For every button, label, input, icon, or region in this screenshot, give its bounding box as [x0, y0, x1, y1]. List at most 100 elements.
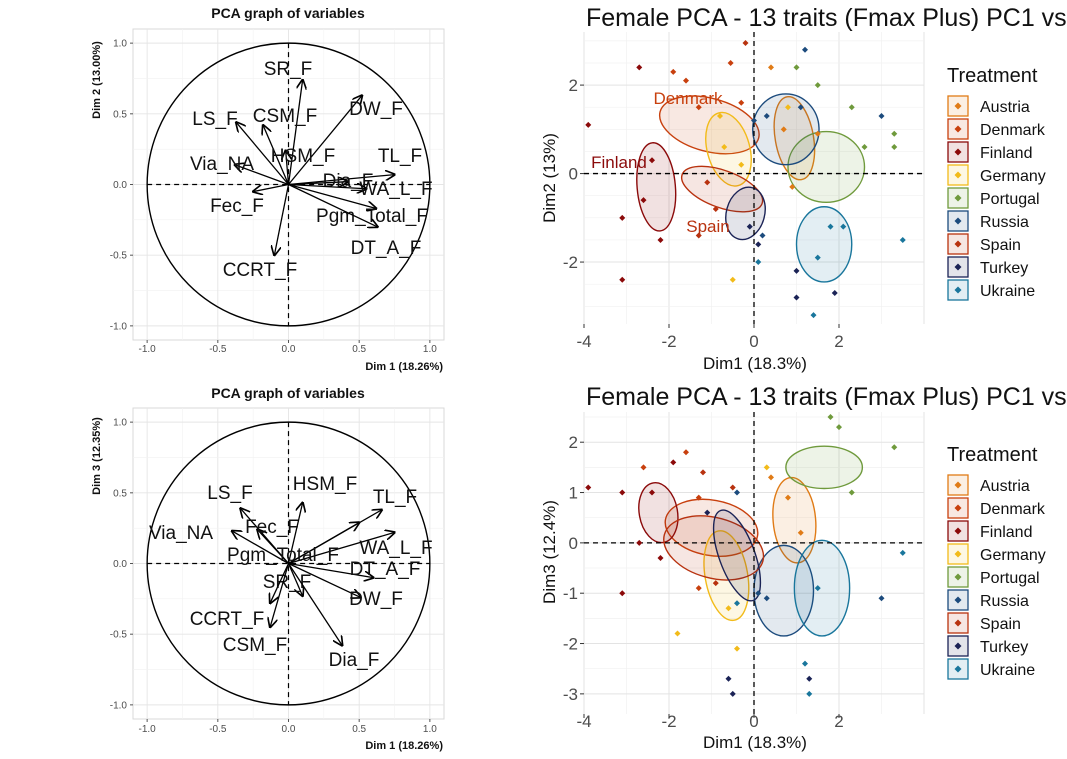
data-point-germany: [729, 276, 736, 283]
x-tick-label: -1.0: [139, 344, 157, 355]
data-point-finland: [649, 489, 655, 496]
y-tick-label: -1: [563, 584, 578, 603]
legend-marker-portugal: [954, 573, 962, 581]
variable-label-tl_f: TL_F: [373, 487, 417, 508]
variable-label-hsm_f: HSM_F: [271, 146, 335, 167]
data-point-turkey: [806, 675, 813, 682]
y-tick-label: 0.0: [113, 180, 127, 191]
legend-label-germany: Germany: [980, 547, 1046, 564]
variable-label-tl_f: TL_F: [378, 146, 422, 167]
confidence-ellipse-ukraine: [795, 206, 853, 283]
y-tick-label: -1.0: [110, 700, 128, 711]
y-tick-label: -2: [563, 253, 578, 272]
legend-label-spain: Spain: [980, 237, 1021, 254]
y-tick-label: -1.0: [110, 321, 128, 332]
legend: Treatment Austria Denmark Finland Germany Por…: [947, 444, 1046, 680]
variable-label-csm_f: CSM_F: [223, 635, 287, 656]
legend-label-turkey: Turkey: [980, 639, 1028, 656]
confidence-ellipse-denmark: [658, 95, 760, 155]
data-point-portugal: [891, 130, 898, 137]
variable-label-ccrt_f: CCRT_F: [190, 609, 265, 630]
pca-individuals-panel-dim2: -4 -2 0 2 -2 0 2 Denmark Finland Spain Female PCA …: [540, 4, 1067, 373]
y-axis-label: Dim2 (13%): [540, 133, 559, 223]
legend-label-finland: Finland: [980, 145, 1032, 162]
legend-label-russia: Russia: [980, 593, 1029, 610]
x-axis-label: Dim 1 (18.26%): [365, 361, 443, 373]
data-point-finland: [585, 121, 592, 128]
data-point-ukraine: [755, 259, 762, 266]
legend-label-spain: Spain: [980, 616, 1021, 633]
legend-label-ukraine: Ukraine: [980, 662, 1035, 679]
data-point-denmark: [695, 494, 702, 501]
variable-arrow-pgm_total_f: [288, 183, 377, 209]
panel-title: PCA graph of variables: [211, 5, 365, 21]
data-point-finland: [657, 236, 664, 243]
data-point-finland: [619, 489, 626, 496]
data-point-finland: [670, 459, 677, 466]
x-tick-label: 0.0: [282, 344, 296, 355]
legend-marker-spain: [954, 619, 962, 627]
variable-arrow-via_na: [235, 165, 289, 186]
x-tick-label: -0.5: [209, 344, 227, 355]
data-point-germany: [717, 113, 723, 120]
y-axis-label: Dim3 (12.4%): [540, 500, 559, 604]
data-point-germany: [738, 161, 745, 168]
legend-marker-germany: [954, 550, 962, 558]
data-point-ukraine: [806, 690, 813, 697]
variable-label-dt_a_f: DT_A_F: [350, 559, 421, 580]
legend-marker-russia: [954, 596, 962, 604]
data-point-portugal: [861, 144, 868, 151]
legend-label-denmark: Denmark: [980, 501, 1046, 518]
x-axis-label: Dim 1 (18.26%): [365, 740, 443, 752]
legend-label-portugal: Portugal: [980, 191, 1040, 208]
confidence-ellipse-finland: [636, 142, 677, 232]
data-point-portugal: [891, 144, 898, 151]
x-tick-label: -1.0: [139, 724, 157, 735]
data-point-austria: [789, 183, 796, 190]
legend-label-ukraine: Ukraine: [980, 283, 1035, 300]
data-point-russia: [797, 104, 804, 111]
pca-variables-panel-dim2: -1.0 -0.5 0.0 0.5 1.0 -1.0 -0.5 0.0 0.5 1.0 SR_F DW…: [91, 5, 445, 373]
data-point-denmark: [640, 464, 647, 471]
variable-label-dia_f: Dia_F: [329, 650, 380, 671]
y-tick-label: -3: [563, 685, 578, 704]
data-point-ukraine: [899, 549, 906, 556]
x-tick-label: -0.5: [209, 724, 227, 735]
variable-arrow-dia_f: [287, 563, 343, 646]
y-tick-label: -0.5: [110, 630, 128, 641]
data-point-denmark: [683, 77, 689, 84]
data-point-russia: [759, 232, 766, 239]
variable-label-fec_f: Fec_F: [210, 196, 264, 217]
data-point-turkey: [793, 294, 800, 301]
x-tick-label: -4: [576, 332, 591, 351]
variable-label-hsm_f: HSM_F: [293, 474, 357, 495]
variable-arrow-dt_a_f: [288, 562, 374, 578]
variable-label-ccrt_f: CCRT_F: [223, 260, 298, 281]
data-point-spain: [742, 40, 749, 47]
variable-label-ls_f: LS_F: [192, 109, 237, 130]
data-point-austria: [785, 494, 791, 501]
x-tick-label: 1.0: [423, 724, 437, 735]
data-point-spain: [700, 469, 706, 476]
data-point-ukraine: [810, 312, 817, 319]
variable-arrow-wa_l_f: [288, 185, 367, 189]
legend-label-austria: Austria: [980, 99, 1030, 116]
y-tick-label: 0: [569, 534, 578, 553]
data-point-finland: [585, 484, 592, 491]
legend: Treatment Austria Denmark Finland Germany Por…: [947, 65, 1046, 301]
y-tick-label: 0.5: [113, 488, 127, 499]
y-tick-label: 2: [569, 76, 578, 95]
y-tick-label: 1.0: [113, 39, 127, 50]
variable-arrow-dia_f: [288, 182, 348, 185]
data-point-ukraine: [899, 236, 906, 243]
variable-label-pgm_total_f: Pgm_Total_F: [227, 545, 339, 566]
data-point-finland: [657, 554, 664, 561]
data-point-turkey: [746, 223, 753, 230]
data-point-denmark: [695, 585, 702, 592]
variable-arrow-dw_f: [287, 95, 363, 185]
variable-arrow-dt_a_f: [288, 183, 378, 227]
variable-label-dw_f: DW_F: [349, 589, 403, 610]
data-point-germany: [674, 630, 681, 637]
data-point-russia: [802, 46, 808, 53]
